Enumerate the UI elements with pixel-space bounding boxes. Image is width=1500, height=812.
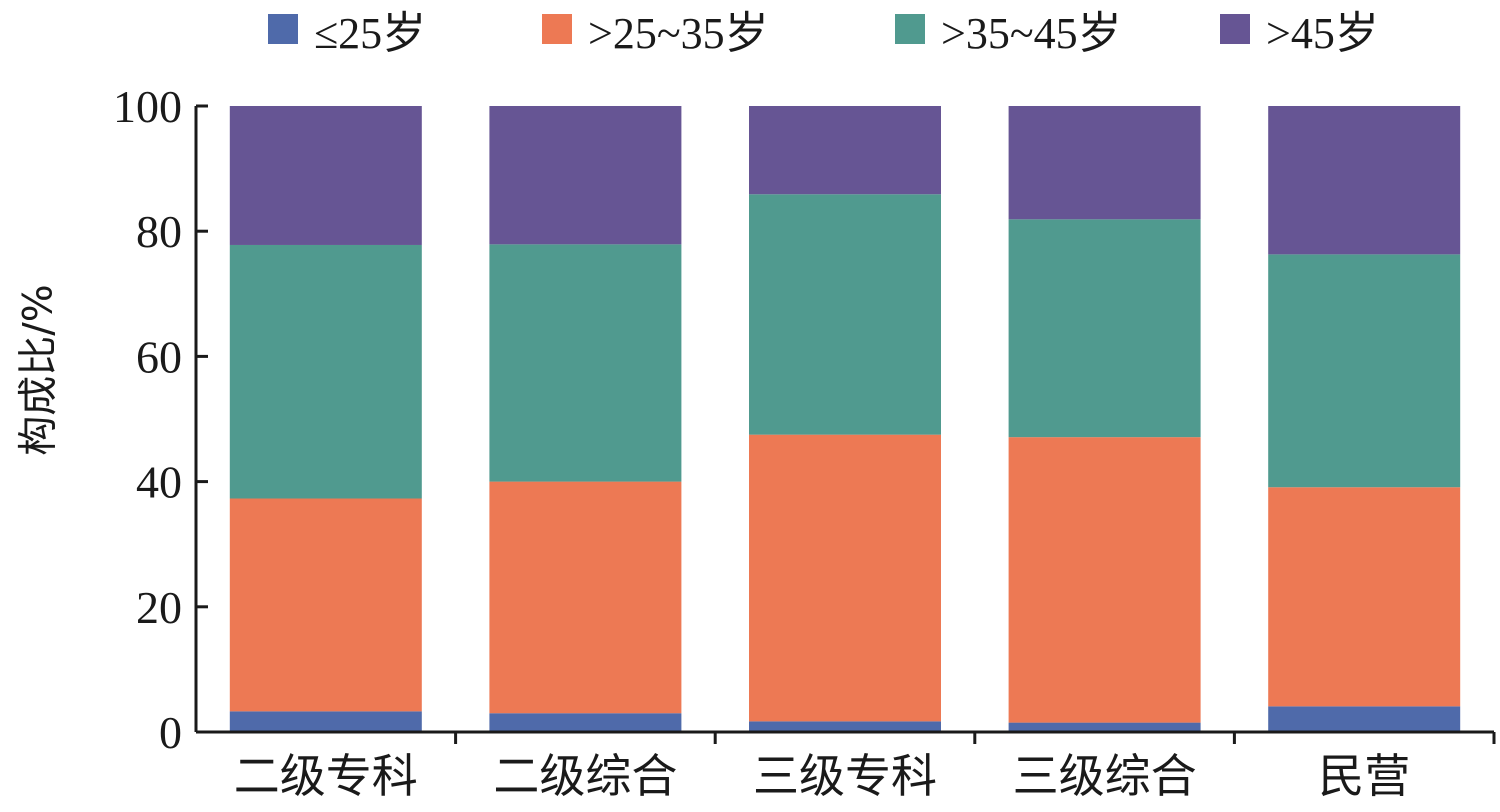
y-tick-label-5: 100 (113, 81, 182, 132)
bar-segment-0-1 (229, 498, 422, 712)
y-tick-label-1: 20 (136, 582, 182, 633)
legend-swatch-le25 (268, 14, 298, 44)
bar-segment-1-2 (489, 244, 682, 482)
bar-segment-4-1 (1268, 487, 1461, 707)
legend-item-25-35: >25~35岁 (542, 4, 769, 58)
bar-segment-0-3 (229, 106, 422, 245)
y-tick-label-0: 0 (159, 707, 182, 758)
bar-segment-3-3 (1008, 106, 1201, 220)
legend-label-25-35: >25~35岁 (588, 9, 769, 58)
legend-label-le25: ≤25岁 (314, 9, 427, 58)
bar-segment-3-1 (1008, 437, 1201, 723)
bar-segment-2-2 (749, 194, 941, 435)
legend-label-35-45: >35~45岁 (941, 9, 1122, 58)
x-tick-label-0: 二级专科 (234, 749, 418, 803)
chart-legend: ≤25岁 >25~35岁 >35~45岁 >45岁 (0, 4, 1500, 58)
legend-item-gt45: >45岁 (1220, 4, 1379, 58)
bar-segment-3-0 (1008, 722, 1201, 732)
y-tick-label-2: 40 (136, 457, 182, 508)
legend-label-gt45: >45岁 (1266, 9, 1379, 58)
bar-segment-1-0 (489, 713, 682, 732)
legend-swatch-35-45 (895, 14, 925, 44)
legend-swatch-25-35 (542, 14, 572, 44)
bar-segment-2-3 (749, 106, 941, 195)
bars-group (229, 106, 1461, 732)
bar-segment-1-3 (489, 106, 682, 245)
bar-segment-0-2 (229, 244, 422, 499)
x-tick-label-1: 二级综合 (493, 749, 677, 803)
x-tick-label-3: 三级综合 (1013, 749, 1197, 803)
bar-segment-0-0 (229, 711, 422, 732)
axes-group: 二级专科 二级综合 三级专科 三级综合 民营 0 20 40 60 80 100 (113, 81, 1496, 803)
x-tick-label-4: 民营 (1318, 749, 1410, 803)
bar-segment-2-1 (749, 434, 941, 722)
bar-segment-4-2 (1268, 254, 1461, 488)
bar-segment-3-2 (1008, 219, 1201, 438)
y-tick-label-3: 60 (136, 331, 182, 382)
bar-segment-1-1 (489, 481, 682, 714)
legend-item-35-45: >35~45岁 (895, 4, 1122, 58)
x-tick-label-2: 三级专科 (753, 749, 937, 803)
bar-segment-4-0 (1268, 706, 1461, 732)
bar-segment-4-3 (1268, 106, 1461, 255)
bar-segment-2-0 (749, 721, 941, 732)
legend-swatch-gt45 (1220, 14, 1250, 44)
y-tick-label-4: 80 (136, 206, 182, 257)
legend-item-le25: ≤25岁 (268, 4, 426, 58)
